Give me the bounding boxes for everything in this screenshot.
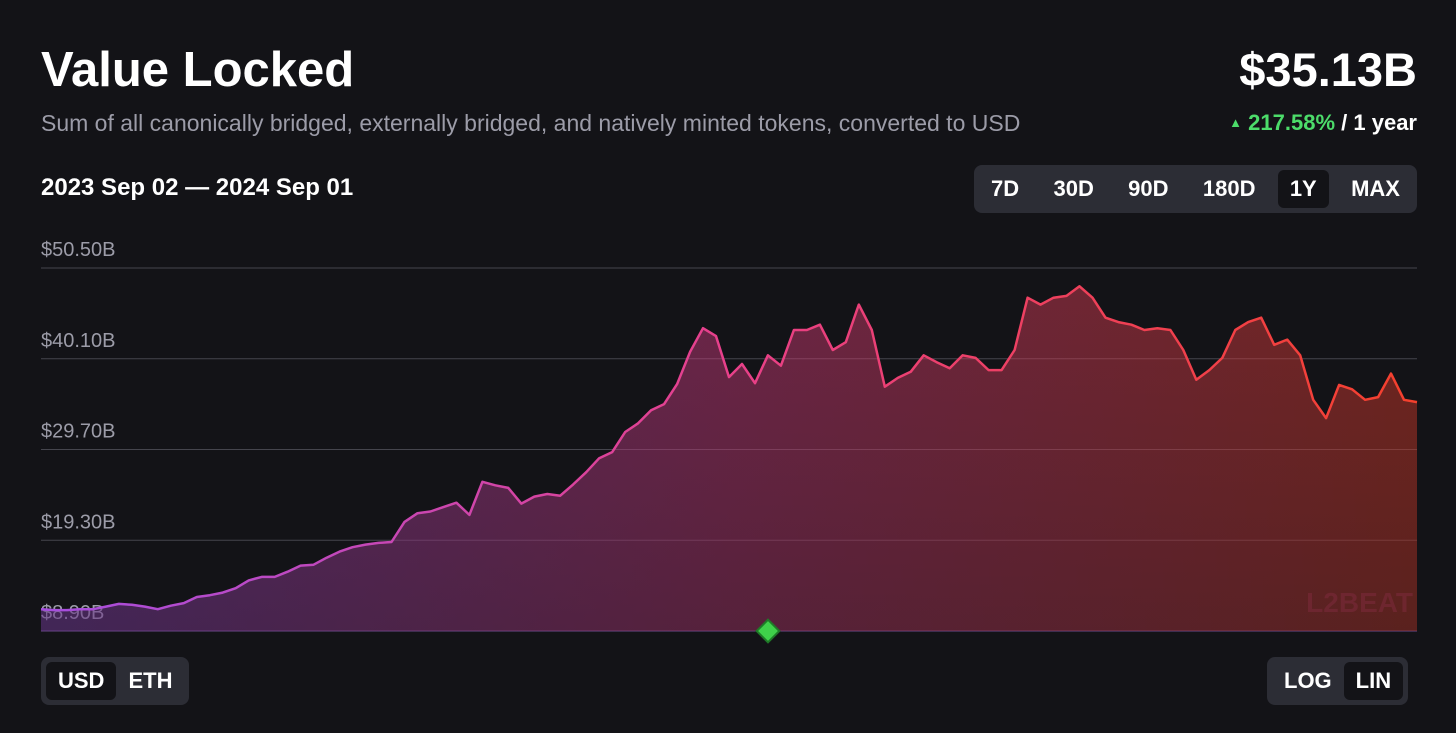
option-button[interactable]: LOG — [1284, 668, 1332, 693]
change: ▲ 217.58% / 1 year — [1229, 110, 1417, 135]
change-value: 217.58% — [1248, 110, 1336, 135]
current-value: $35.13B — [1239, 43, 1417, 96]
option-button[interactable]: 7D — [991, 176, 1020, 201]
option-button[interactable]: ETH — [128, 668, 173, 693]
y-tick-label: $29.70B — [41, 421, 116, 443]
change-period: / 1 year — [1341, 110, 1417, 135]
scale-selector: LOG LIN — [1267, 657, 1409, 705]
area-fade — [41, 286, 1417, 631]
option-button[interactable]: USD — [46, 662, 117, 700]
y-tick-label: $50.50B — [41, 239, 116, 261]
option-button[interactable]: MAX — [1351, 176, 1400, 201]
range-selector: 7D 30D 90D 180D 1Y MAX — [974, 165, 1417, 213]
option-button[interactable]: LIN — [1343, 662, 1404, 700]
marker — [755, 618, 781, 644]
unit-selector: USD ETH — [41, 657, 190, 705]
option-button[interactable]: 1Y — [1277, 170, 1329, 208]
date-range: 2023 Sep 02 — 2024 Sep 01 — [41, 174, 354, 201]
watermark: L2BEAT — [1306, 587, 1413, 618]
subtitle: Sum of all canonically bridged, external… — [41, 110, 1021, 136]
title: Value Locked — [41, 43, 355, 97]
option-button[interactable]: 90D — [1128, 176, 1169, 201]
option-button[interactable]: 180D — [1202, 176, 1256, 201]
y-tick-label: $19.30B — [41, 511, 116, 533]
line — [40, 285, 1418, 612]
option-button[interactable]: 30D — [1053, 176, 1094, 201]
y-tick-label: $40.10B — [41, 330, 116, 352]
